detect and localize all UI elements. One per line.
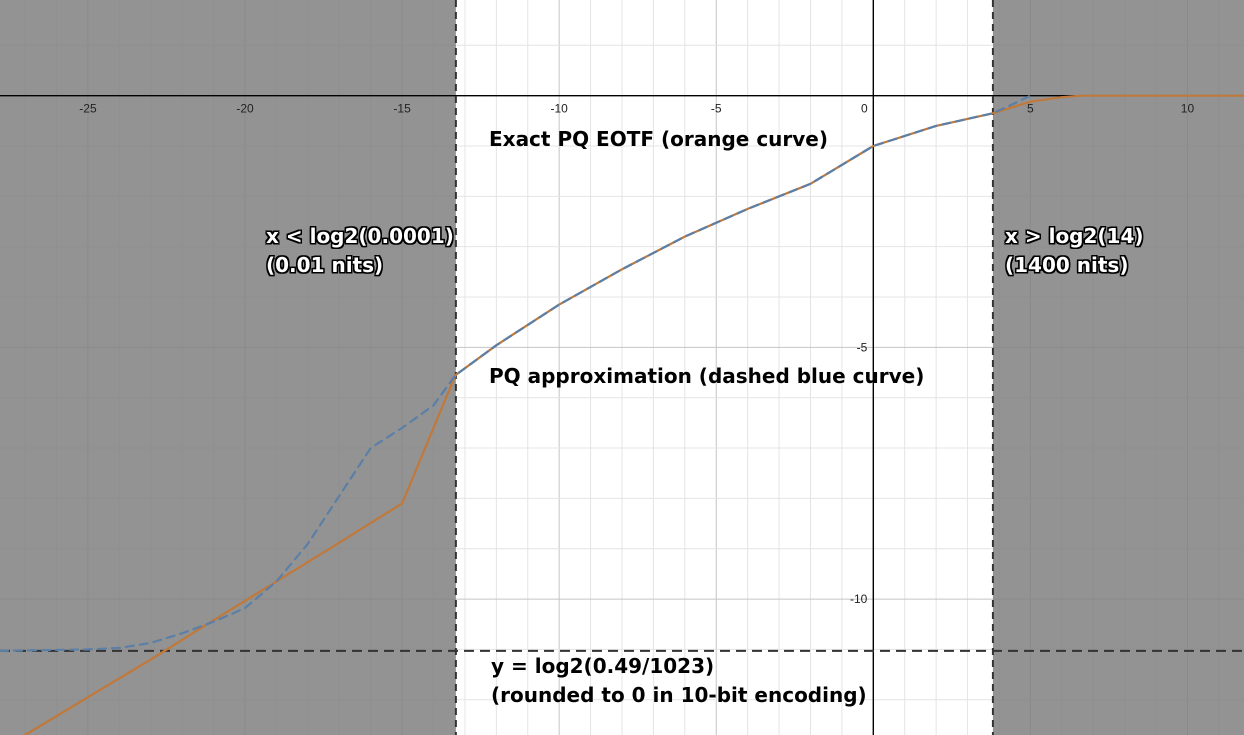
series-group [0,94,1244,735]
x-tick-label: -15 [393,102,411,116]
shaded-region [0,0,456,735]
annotation-left-threshold-nits: (0.01 nits) [266,253,384,277]
y-tick-label: -5 [857,340,868,354]
tick-labels: -25 -20 -15 -10 -5 0 5 10 -5 -10 [79,102,1194,606]
annotation-right-threshold: x > log2(14) [1005,224,1144,248]
x-tick-label: -25 [79,102,97,116]
x-tick-label: -5 [711,102,722,116]
x-tick-label: -20 [236,102,254,116]
annotation-left-threshold: x < log2(0.0001) [266,224,454,248]
series-approximation-line [0,94,1032,652]
annotation-floor-value: y = log2(0.49/1023) [491,654,715,678]
annotation-exact-pq: Exact PQ EOTF (orange curve) [489,127,829,151]
x-tick-label: 5 [1027,102,1034,116]
annotation-right-threshold-nits: (1400 nits) [1005,253,1129,277]
y-tick-label: -10 [850,592,868,606]
x-tick-label: 0 [861,102,868,116]
annotation-pq-approximation: PQ approximation (dashed blue curve) [489,364,925,388]
x-tick-label: 10 [1181,102,1195,116]
x-tick-label: -10 [550,102,568,116]
series-exact-pq-line [24,94,1244,735]
annotation-floor-note: (rounded to 0 in 10-bit encoding) [491,683,867,707]
shaded-region [992,0,1244,735]
